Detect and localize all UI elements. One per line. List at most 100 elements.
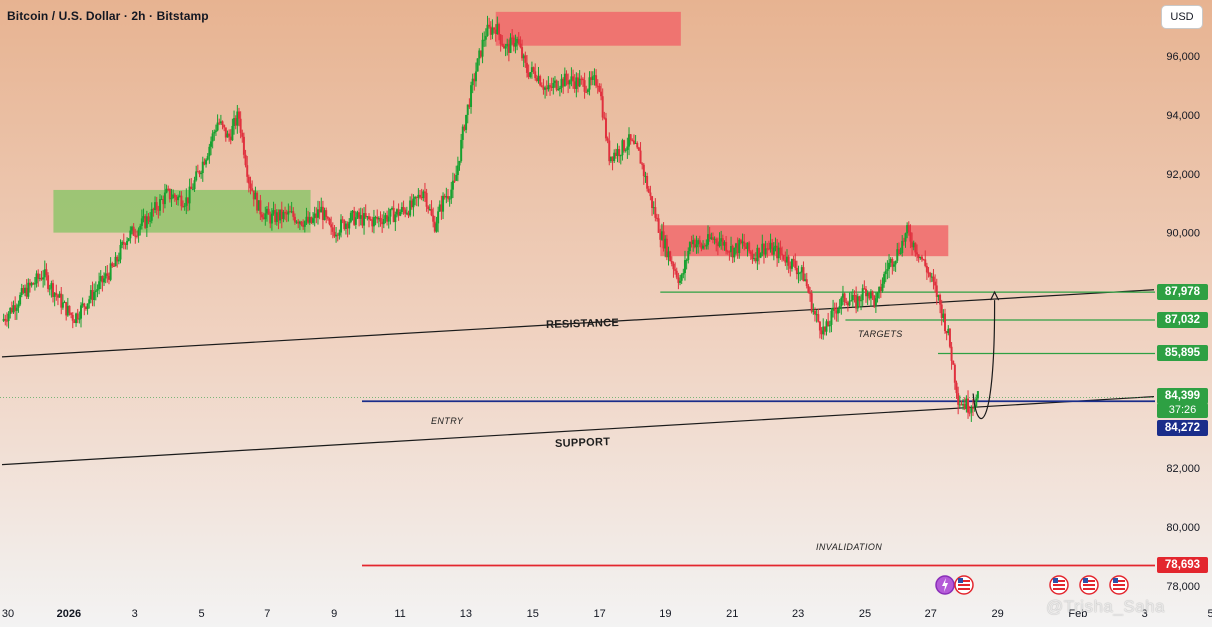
candle-body [295, 221, 298, 223]
us-flag-icon[interactable] [1049, 575, 1069, 595]
candle [259, 194, 262, 221]
candle-body [7, 313, 10, 322]
candle [410, 193, 413, 210]
candle [405, 206, 408, 216]
candle-body [886, 269, 889, 271]
x-tick-label: 7 [264, 608, 270, 620]
candle-body [624, 149, 627, 151]
us-flag-icon[interactable] [1079, 575, 1099, 595]
candle-body [960, 404, 963, 406]
candle-body [175, 197, 178, 201]
candle [308, 212, 311, 226]
candle [491, 19, 494, 40]
candle-body [135, 235, 138, 237]
candle-body [632, 140, 635, 144]
candle [593, 68, 596, 86]
candle-body [313, 213, 316, 219]
resistance-trendline[interactable] [1, 289, 1155, 358]
candle [614, 148, 617, 159]
candle-body [927, 272, 930, 274]
candle-body [465, 114, 468, 130]
candle [575, 72, 578, 98]
candle [618, 145, 621, 163]
candle [214, 124, 217, 136]
candle [860, 294, 863, 311]
supply-zone-0[interactable] [495, 11, 681, 46]
candle-body [170, 198, 173, 200]
candle-body [708, 234, 711, 239]
candle-body [178, 195, 181, 197]
candle-body [850, 300, 853, 302]
candle [162, 195, 165, 213]
candle-body [616, 149, 619, 156]
candle-body [91, 290, 94, 300]
candle-body [614, 152, 617, 156]
candle [896, 242, 899, 264]
candle [866, 290, 869, 306]
candle [60, 287, 63, 315]
candle-body [818, 321, 821, 331]
candle-body [539, 76, 542, 86]
candle [837, 308, 840, 322]
candle [471, 73, 474, 94]
us-flag-icon[interactable] [954, 575, 974, 595]
candle-body [929, 273, 932, 277]
candle-body [247, 176, 250, 184]
candle [506, 38, 509, 56]
candle-body [642, 164, 645, 177]
candle [284, 206, 287, 221]
candle-body [644, 176, 647, 178]
candle-body [932, 276, 935, 282]
candle [529, 71, 532, 79]
candle [713, 236, 716, 245]
candle-body [619, 155, 622, 157]
candle [754, 252, 757, 264]
candle [98, 272, 101, 295]
candle [483, 31, 486, 47]
candle-body [145, 216, 148, 228]
support-trendline[interactable] [1, 395, 1155, 466]
projection-arrow[interactable] [972, 300, 996, 420]
candle-body [940, 304, 943, 318]
candle [285, 209, 288, 223]
candle [782, 254, 785, 262]
candle [777, 242, 780, 264]
x-tick-label: 25 [859, 608, 871, 620]
candle-body [891, 259, 894, 267]
currency-button[interactable]: USD [1161, 5, 1203, 29]
candle [400, 202, 403, 215]
candle-body [379, 217, 382, 222]
candle [427, 205, 430, 214]
candle-body [246, 165, 249, 177]
candle-body [316, 209, 319, 218]
candle [830, 307, 833, 333]
candle-body [665, 238, 668, 258]
candle [950, 342, 953, 370]
candle [672, 261, 675, 278]
candle-body [817, 314, 820, 322]
us-flag-icon[interactable] [1109, 575, 1129, 595]
candle-body [799, 272, 802, 274]
candle-body [943, 313, 946, 331]
lightning-icon[interactable] [935, 575, 955, 595]
candle [185, 188, 188, 215]
candle-body [24, 287, 27, 293]
candle [132, 223, 135, 236]
candle-body [759, 253, 762, 258]
candle [743, 233, 746, 251]
candle [316, 200, 319, 225]
candle-body [532, 67, 535, 72]
candle [93, 283, 96, 307]
candle [621, 138, 624, 161]
candle-body [53, 292, 56, 297]
y-tick-label: 78,000 [1166, 581, 1200, 593]
candle-body [970, 407, 973, 413]
candle [869, 289, 872, 307]
candle-body [544, 87, 547, 90]
candle [170, 188, 173, 207]
candle-body [596, 85, 599, 87]
candle-body [430, 209, 433, 216]
candle [929, 271, 932, 283]
